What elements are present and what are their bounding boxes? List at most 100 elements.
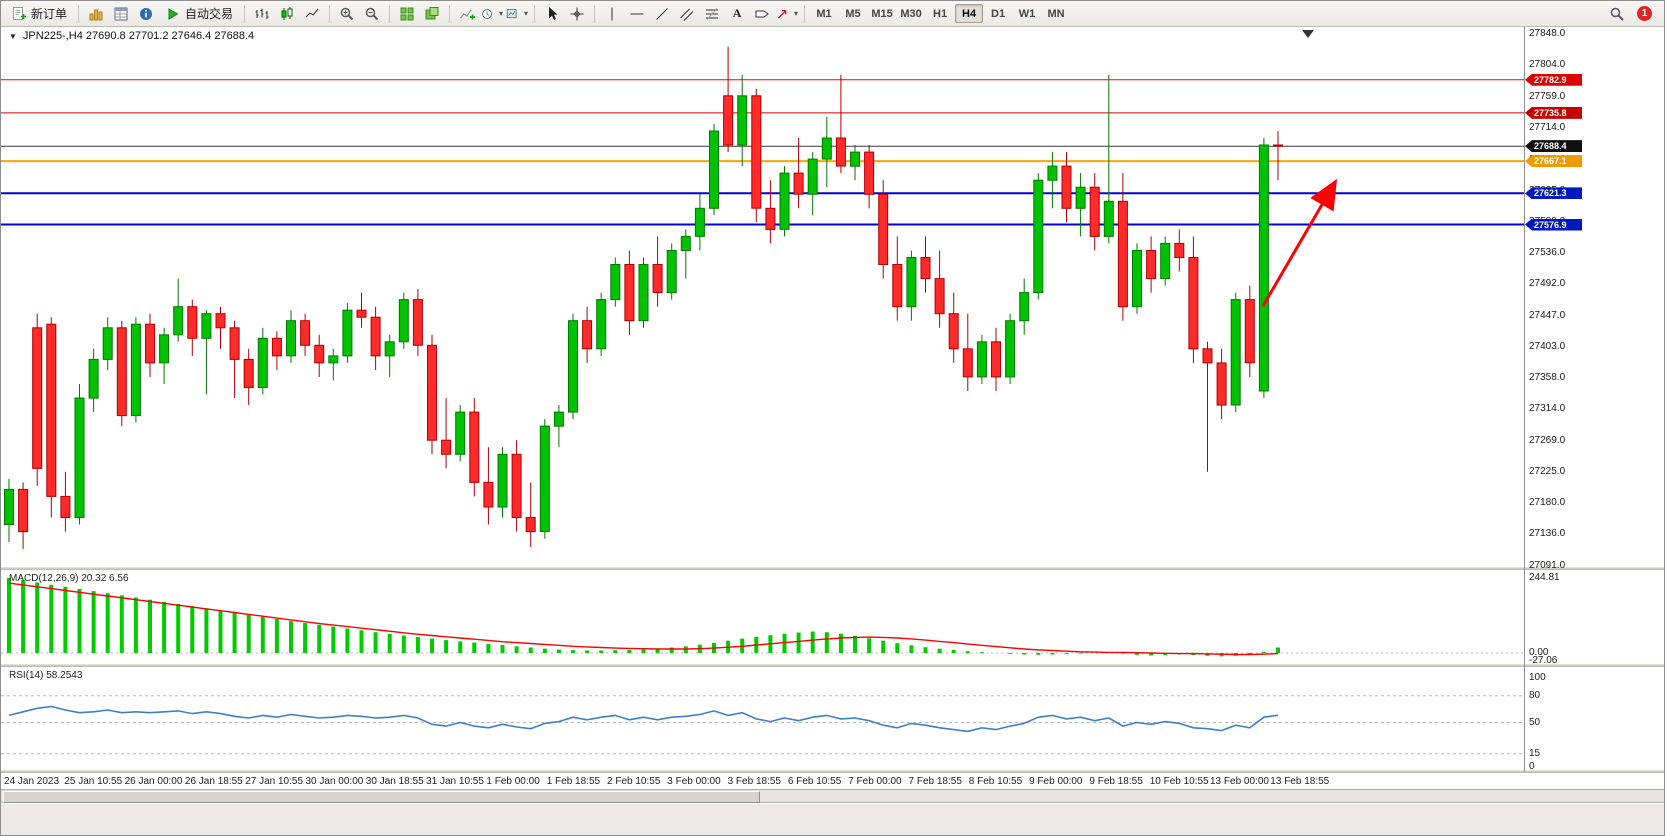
panel-divider[interactable] (1, 664, 1664, 667)
zoom-out-button[interactable] (360, 3, 384, 24)
zoom-in-button[interactable] (335, 3, 359, 24)
line-chart-button[interactable] (300, 3, 324, 24)
rsi-axis-label: 100 (1529, 672, 1546, 683)
crosshair-button[interactable] (565, 3, 589, 24)
cascade-windows-button[interactable] (420, 3, 444, 24)
equidistant-channel-button[interactable] (675, 3, 699, 24)
autotrading-button[interactable]: 自动交易 (159, 3, 239, 24)
charts-icon (89, 9, 103, 20)
time-axis-label: 9 Feb 00:00 (1029, 776, 1083, 787)
price-axis-label: 27225.0 (1529, 465, 1566, 477)
time-axis-label: 7 Feb 18:55 (908, 776, 962, 787)
timeframe-d1-button[interactable]: D1 (984, 4, 1012, 23)
timeframe-mn-button[interactable]: MN (1042, 4, 1070, 23)
trendline-button[interactable] (650, 3, 674, 24)
trendline-icon (656, 7, 668, 20)
search-button[interactable] (1605, 3, 1629, 24)
search-icon (1610, 7, 1624, 21)
periods-button[interactable]: ▾ (480, 3, 504, 24)
macd-axis-label: 244.81 (1529, 571, 1560, 583)
main-toolbar: 新订单 自动交易 (1, 1, 1664, 27)
price-axis-label: 27447.0 (1529, 309, 1566, 321)
candlestick-chart-button[interactable] (275, 3, 299, 24)
time-axis-label: 30 Jan 00:00 (305, 776, 364, 787)
data-window-button[interactable] (134, 3, 158, 24)
timeframe-m1-button[interactable]: M1 (810, 4, 838, 23)
bar-chart-button[interactable] (250, 3, 274, 24)
new-order-label: 新订单 (31, 7, 68, 21)
price-tag: 27782.9 (1525, 73, 1582, 86)
price-tag: 27576.9 (1525, 218, 1582, 231)
arrows-button[interactable]: ▾ (775, 3, 799, 24)
price-tag: 27735.8 (1525, 106, 1582, 119)
trend-arrow[interactable] (1261, 178, 1338, 307)
panel-divider (1, 770, 1664, 773)
macd-label: MACD(12,26,9) 20.32 6.56 (9, 573, 129, 584)
time-axis-label: 3 Feb 18:55 (727, 776, 781, 787)
horizontal-line-button[interactable] (625, 3, 649, 24)
cascade-windows-icon (425, 6, 439, 19)
panel-divider[interactable] (1, 567, 1664, 570)
dropdown-caret-icon: ▾ (524, 9, 529, 18)
templates-button[interactable]: ▾ (505, 3, 529, 24)
timeframe-h1-button[interactable]: H1 (926, 4, 954, 23)
toolbar-separator (804, 4, 806, 23)
notification-badge[interactable]: 1 (1637, 6, 1652, 21)
time-axis-label: 2 Feb 10:55 (607, 776, 661, 787)
time-axis-label: 31 Jan 10:55 (426, 776, 484, 787)
timeframe-h4-button[interactable]: H4 (955, 4, 984, 23)
price-axis-border (1524, 27, 1525, 772)
timeframe-m5-button[interactable]: M5 (839, 4, 867, 23)
time-axis-label: 26 Jan 18:55 (184, 776, 243, 787)
autotrading-label: 自动交易 (185, 7, 234, 21)
macd-panel-canvas[interactable] (1, 570, 1524, 664)
fibonacci-button[interactable] (700, 3, 724, 24)
rsi-panel-canvas[interactable] (1, 667, 1524, 770)
info-icon (140, 7, 153, 20)
time-axis-label: 13 Feb 18:55 (1270, 776, 1330, 787)
price-tag: 27621.3 (1525, 187, 1582, 200)
timeframe-w1-button[interactable]: W1 (1013, 4, 1041, 23)
rsi-axis-label: 15 (1529, 747, 1541, 759)
tile-windows-icon (400, 7, 414, 20)
horizontal-lines-group[interactable] (1, 79, 1524, 226)
chart-shift-marker-icon[interactable] (1302, 30, 1314, 38)
charts-button[interactable] (84, 3, 108, 24)
chart-window[interactable]: ▼ JPN225-,H4 27690.8 27701.2 27646.4 276… (1, 27, 1664, 789)
arrow-object-icon (778, 9, 787, 18)
bar-chart-icon (255, 8, 269, 19)
price-tag: 27667.1 (1525, 155, 1582, 168)
dropdown-caret-icon: ▾ (794, 9, 799, 18)
price-axis-label: 27358.0 (1529, 372, 1566, 384)
toolbar-separator (449, 4, 451, 23)
fibonacci-icon (706, 7, 719, 20)
chart-dropdown-icon[interactable]: ▼ (9, 31, 17, 41)
time-axis-label: 7 Feb 00:00 (848, 776, 902, 787)
vertical-line-button[interactable] (600, 3, 624, 24)
cursor-button[interactable] (540, 3, 564, 24)
timeframe-group: M1 M5 M15 M30 H1 H4 D1 W1 MN (810, 4, 1070, 23)
time-axis-label: 30 Jan 18:55 (365, 776, 424, 787)
indicators-button[interactable] (455, 3, 479, 24)
tile-windows-button[interactable] (395, 3, 419, 24)
price-axis-label: 27759.0 (1529, 90, 1566, 102)
clock-icon (482, 8, 492, 19)
price-axis-label: 27314.0 (1529, 403, 1566, 415)
timeframe-m30-button[interactable]: M30 (897, 4, 925, 23)
price-tag: 27688.4 (1525, 140, 1582, 153)
price-chart-canvas[interactable] (1, 27, 1524, 567)
market-watch-button[interactable] (109, 3, 133, 24)
toolbar-separator (389, 4, 391, 23)
status-bar (1, 804, 1664, 835)
new-order-button[interactable]: 新订单 (5, 3, 73, 24)
horizontal-scrollbar[interactable] (1, 789, 1664, 803)
cursor-icon (549, 6, 558, 20)
time-axis-label: 8 Feb 10:55 (968, 776, 1023, 787)
text-tool-button[interactable]: A (725, 3, 749, 24)
price-axis-label: 27804.0 (1529, 58, 1566, 70)
price-axis-label: 27714.0 (1529, 122, 1566, 134)
label-button[interactable] (750, 3, 774, 24)
scrollbar-handle[interactable] (3, 791, 760, 803)
rsi-axis-label: 0 (1529, 761, 1535, 772)
timeframe-m15-button[interactable]: M15 (868, 4, 896, 23)
